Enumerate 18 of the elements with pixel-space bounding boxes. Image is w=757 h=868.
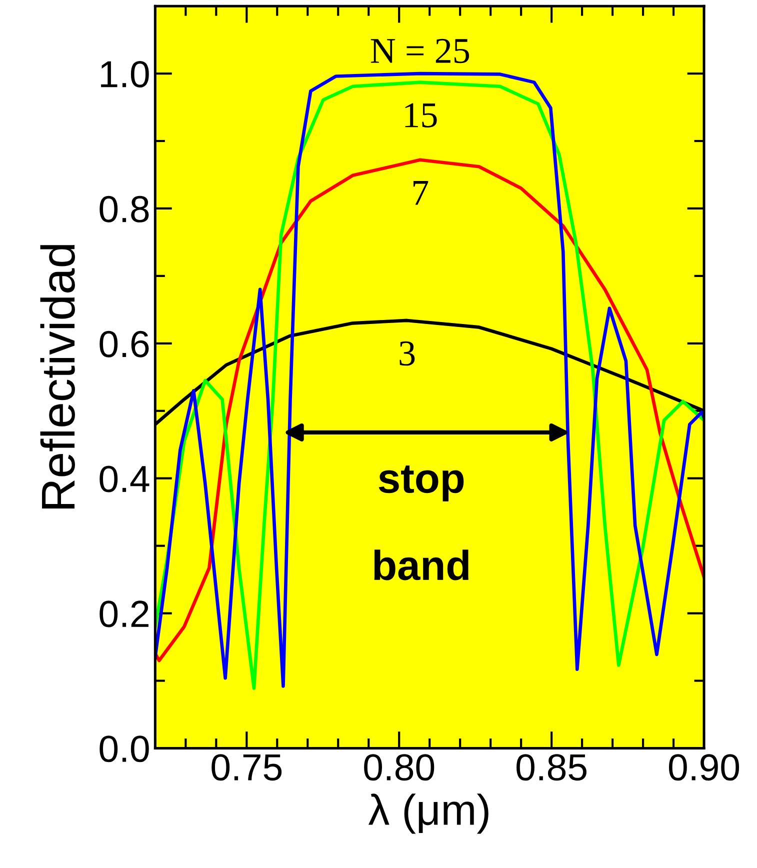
x-tick-label: 0.90 [668, 754, 740, 781]
annotation: 3 [400, 341, 415, 366]
y-tick-label: 0.8 [100, 196, 149, 222]
x-axis-title: λ (μm) [368, 794, 488, 834]
y-tick-label: 0.0 [100, 736, 149, 762]
x-tick-label: 0.75 [212, 754, 282, 781]
annotation: 7 [414, 181, 428, 205]
line-series [155, 158, 704, 662]
annotation: 15 [405, 103, 437, 128]
y-tick-label: 0.6 [100, 330, 149, 358]
y-tick-label: 0.2 [100, 600, 148, 628]
y-tick-label: 1.0 [101, 60, 149, 88]
y-tick-label: 0.4 [100, 466, 150, 492]
x-tick-label: 0.85 [516, 754, 586, 781]
y-axis-title: Reflectividad [40, 245, 75, 508]
x-tick-label: 0.80 [364, 754, 434, 781]
annotation: N = 25 [370, 38, 470, 64]
annotation: stop band [374, 466, 468, 580]
